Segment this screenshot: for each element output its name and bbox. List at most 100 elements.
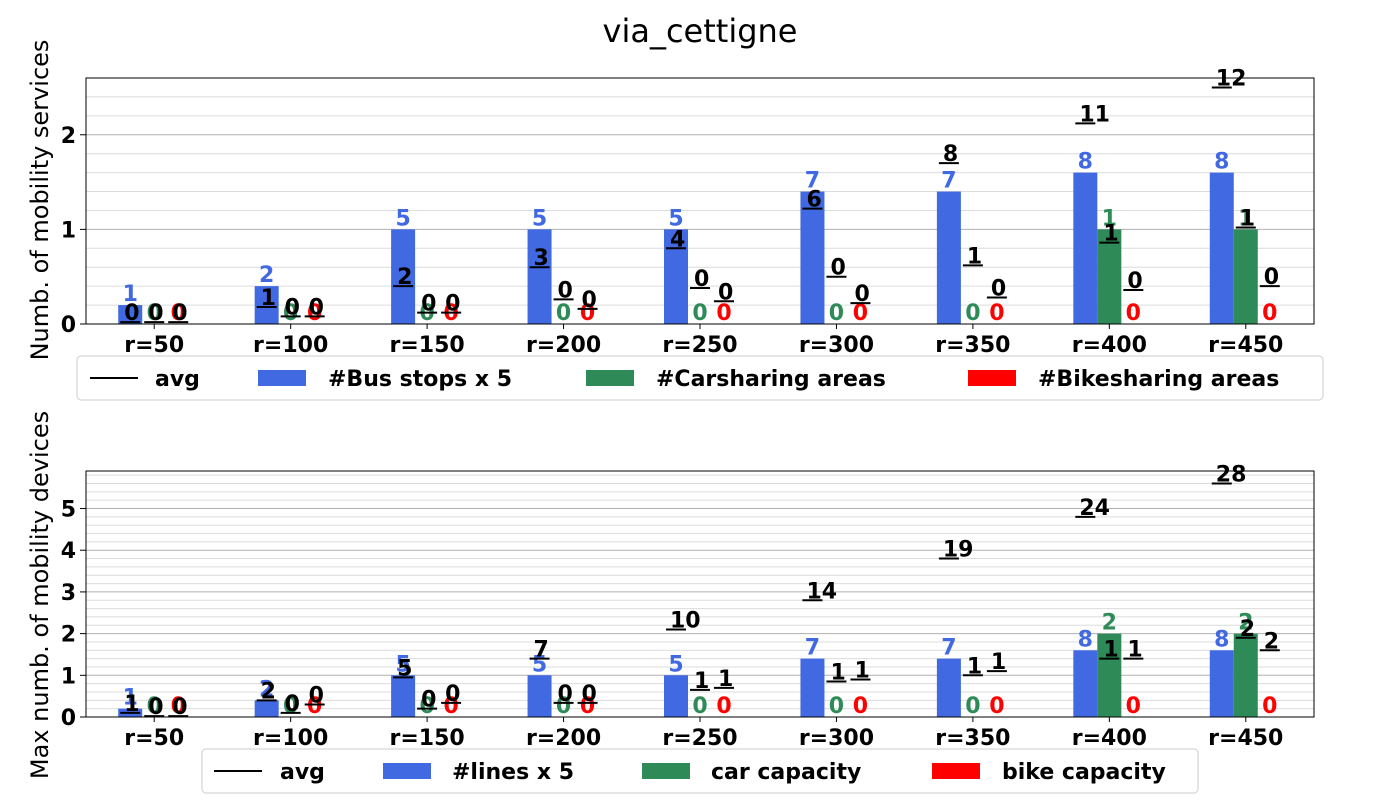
legend-swatch [932,763,980,779]
bar-value-label: 0 [580,301,595,326]
bar-value-label: 1 [1102,206,1117,231]
bar-value-label: 0 [580,694,595,719]
x-tick-label: r=150 [390,726,465,751]
figure-title: via_cettigne [603,12,798,50]
bar-value-label: 0 [965,301,980,326]
x-tick-label: r=400 [1072,333,1147,358]
bar-value-label: 2 [1102,611,1117,636]
bar-blue [391,229,416,324]
bar-blue [254,700,279,717]
bar-value-label: 0 [829,694,844,719]
bar-blue [664,675,688,717]
x-tick-label: r=250 [662,333,737,358]
bar-value-label: 8 [1078,150,1093,175]
x-tick-label: r=200 [526,726,601,751]
bar-value-label: 0 [989,694,1004,719]
bar-blue [1073,650,1098,717]
avg-value-label: 3 [534,246,549,271]
legend-label: avg [155,367,200,392]
avg-value-label: 0 [421,688,436,713]
bar-blue [664,229,688,324]
avg-value-label: 4 [670,227,685,252]
bar-value-label: 8 [1078,627,1093,652]
bar-value-label: 0 [171,694,186,719]
bar-value-label: 2 [1238,611,1253,636]
avg-value-label: 8 [943,142,958,167]
bar-value-label: 1 [123,282,138,307]
avg-value-label: 7 [534,638,549,663]
bar-value-label: 0 [716,301,731,326]
x-tick-label: r=300 [799,333,874,358]
bar-value-label: 0 [171,301,186,326]
bar-blue [527,675,552,717]
x-tick-label: r=50 [124,333,184,358]
bar-value-label: 0 [692,694,707,719]
bar-value-label: 2 [259,677,274,702]
y-tick-label: 3 [61,581,76,606]
bar-value-label: 7 [805,169,820,194]
x-tick-label: r=450 [1208,726,1283,751]
bar-value-label: 0 [443,694,458,719]
avg-value-label: 0 [558,278,573,303]
avg-value-label: 1 [718,667,733,692]
bar-value-label: 0 [283,301,298,326]
legend-label: car capacity [711,760,861,785]
avg-value-label: 11 [1079,102,1110,127]
avg-value-label: 1 [967,244,982,269]
bar-value-label: 7 [941,169,956,194]
bar-blue [936,658,961,717]
bar-blue [1073,172,1098,324]
bar-value-label: 0 [1126,301,1141,326]
legend-swatch [586,370,634,386]
x-tick-label: r=100 [253,726,328,751]
avg-value-label: 0 [309,683,324,708]
bar-blue [1209,172,1234,324]
legend-label: #Carsharing areas [656,367,886,392]
avg-value-label: 1 [854,658,869,683]
avg-value-label: 1 [1103,638,1118,663]
avg-value-label: 0 [124,301,139,326]
bar-value-label: 0 [419,694,434,719]
avg-value-label: 1 [1127,638,1142,663]
bar-blue [936,191,961,324]
bar-value-label: 0 [853,694,868,719]
bar-value-label: 0 [716,694,731,719]
bar-green [1097,633,1122,717]
bar-value-label: 0 [307,301,322,326]
avg-value-label: 0 [991,277,1006,302]
avg-value-label: 2 [1240,617,1255,642]
bar-blue [118,305,143,324]
avg-value-label: 1 [1103,222,1118,247]
avg-value-label: 0 [445,292,460,317]
bar-blue [800,191,825,324]
bar-value-label: 1 [1238,206,1253,231]
bar-blue [800,658,825,717]
bar-value-label: 1 [123,686,138,711]
bar-value-label: 0 [853,301,868,326]
legend-label: avg [280,760,325,785]
x-tick-label: r=350 [935,333,1010,358]
avg-value-label: 0 [830,256,845,281]
y-tick-label: 1 [61,664,76,689]
y-axis-label-services: Numb. of mobility services [26,40,54,361]
legend-label: #Bikesharing areas [1038,367,1279,392]
avg-value-label: 1 [830,661,845,686]
legend-box [76,355,1324,401]
avg-value-label: 2 [261,679,276,704]
bar-value-label: 5 [532,206,547,231]
x-tick-label: r=350 [935,726,1010,751]
avg-value-label: 0 [694,267,709,292]
bar-blue [1209,650,1234,717]
x-tick-label: r=100 [253,333,328,358]
bar-value-label: 7 [805,636,820,661]
legend-swatch [968,370,1016,386]
avg-value-label: 0 [1127,269,1142,294]
bar-green [1233,633,1258,717]
bar-value-label: 5 [395,206,410,231]
y-tick-label: 0 [61,706,76,731]
avg-value-label: 0 [148,695,163,720]
avg-value-label: 24 [1079,496,1110,521]
bar-value-label: 0 [147,301,162,326]
